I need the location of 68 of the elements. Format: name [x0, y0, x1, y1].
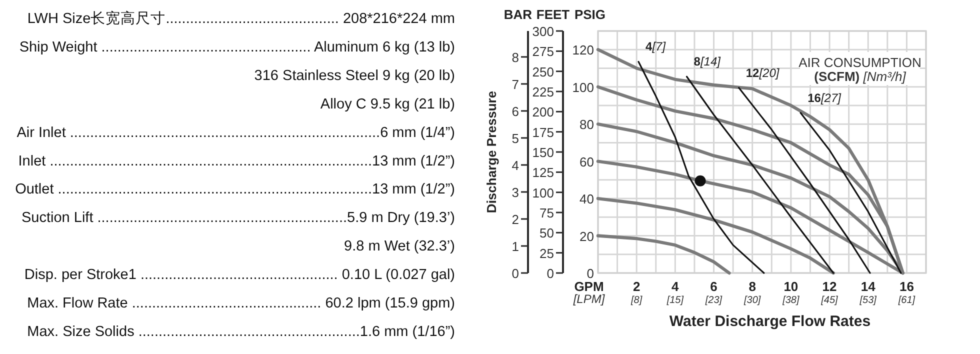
y2-tick-label: 150 [532, 145, 554, 160]
y-tick-label: 1 [512, 238, 519, 254]
text: Alloy C 9.5 kg (21 lb) [320, 96, 455, 112]
y2-axis-title: FEET [536, 7, 570, 22]
text: 9.8 m Wet (32.3’) [344, 238, 455, 255]
x-tick-label: 2 [632, 279, 640, 294]
x2-tick-label: [8] [630, 295, 642, 306]
x2-tick-label: [23] [704, 295, 722, 306]
y-tick-label: 8 [512, 50, 519, 65]
y2-tick-label: 175 [532, 124, 554, 140]
y2-tick-label: 225 [532, 84, 554, 100]
y3-tick-label: 100 [572, 80, 594, 95]
y3-axis-title: PSIG [574, 7, 606, 22]
y2-tick-label: 50 [540, 226, 554, 241]
text: GPM [LPM] [572, 279, 606, 306]
y-tick-label: 4 [512, 158, 519, 173]
y-tick-label: 5 [512, 130, 519, 146]
text: 316 Stainless Steel 9 kg (20 lb) [254, 68, 455, 84]
x-tick-label: 14 [860, 279, 876, 294]
x2-tick-label: [38] [782, 295, 800, 306]
annotation: AIR CONSUMPTION (SCFM) [Nm³/h] [798, 55, 922, 84]
y2-tick-label: 100 [532, 185, 554, 200]
x-tick-label: 16 [899, 279, 914, 294]
text: Max. Flow Rate ............................................... 60.2 lpm (15.9 gpm) [27, 296, 455, 312]
y-tick-label: 3 [512, 184, 519, 200]
y3-tick-label: 120 [572, 42, 594, 58]
y2-tick-label: 0 [546, 266, 554, 281]
x2-tick-label: [53] [858, 295, 877, 306]
text: Ship Weight .................................................... Aluminum 6 kg (13 lb) [19, 39, 455, 56]
text: Air Inlet .............................................................................6 mm (1/4”) [16, 124, 455, 141]
y-tick-label: 0 [512, 266, 519, 281]
y3-tick-label: 20 [580, 228, 594, 244]
text: Inlet ................................................................................13 mm (1/2”) [18, 153, 455, 170]
y-tick-label: 2 [512, 212, 519, 227]
text: Disp. per Stroke1 ................................................. 0.10 L (0.027 gal) [24, 267, 455, 284]
y2-tick-label: 125 [532, 165, 554, 180]
y2-tick-label: 300 [532, 24, 554, 39]
x-tick-label: 10 [784, 279, 798, 294]
text: Outlet ..............................................................................13 mm (1/2”) [15, 182, 455, 198]
series-label: 8[14] [694, 54, 722, 69]
y2-tick-label: 75 [540, 206, 554, 220]
y2-tick-label: 275 [532, 44, 554, 60]
text: Max. Size Solids .......................................................1.6 mm (1/16”) [27, 324, 455, 340]
x-tick-label: 4 [672, 279, 680, 294]
x2-tick-label: [15] [666, 295, 684, 306]
series-label: 4[7] [646, 40, 666, 54]
series-label: 12[20] [746, 66, 780, 80]
x-tick-label: 12 [822, 279, 837, 294]
text: LWH Size长宽高尺寸........................................... 208*216*224 mm [27, 10, 455, 27]
x2-tick-label: [30] [742, 295, 761, 306]
x-tick-label: 6 [710, 279, 718, 294]
x-axis-title: Water Discharge Flow Rates [669, 313, 871, 330]
text: Suction Lift ..............................................................5.9 m Dry (19.3’) [21, 210, 455, 226]
y3-tick-label: 0 [586, 266, 594, 281]
series-label: 16[27] [808, 90, 842, 105]
text: BAR [504, 7, 533, 22]
y2-tick-label: 250 [532, 64, 554, 80]
y2-tick-label: 200 [532, 104, 554, 120]
x2-tick-label: [61] [897, 295, 916, 306]
y-tick-label: 7 [512, 76, 519, 92]
x-tick-label: 8 [748, 279, 756, 294]
y3-tick-label: 40 [580, 192, 594, 207]
y3-tick-label: 60 [580, 154, 594, 170]
x2-tick-label: [45] [820, 295, 838, 306]
y2-tick-label: 25 [540, 246, 554, 261]
y-tick-label: 6 [512, 104, 519, 119]
y-axis-title: Discharge Pressure [484, 90, 499, 214]
y3-tick-label: 80 [580, 117, 594, 132]
